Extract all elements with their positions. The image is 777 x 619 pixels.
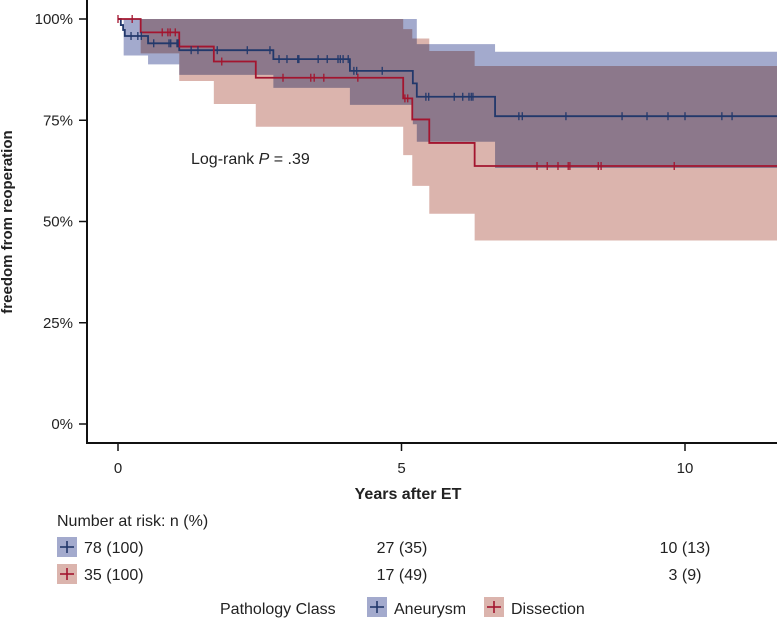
legend-label-dissection: Dissection — [511, 601, 585, 618]
risk-row-dissection: 35 (100) 17 (49) 3 (9) — [57, 564, 701, 584]
x-tick-label: 0 — [114, 460, 122, 477]
y-tick-label: 25% — [43, 315, 73, 332]
censor-marks — [117, 15, 733, 171]
legend: Pathology Class Aneurysm Dissection — [220, 597, 585, 618]
survival-curves — [118, 18, 777, 167]
risk-table-title: Number at risk: n (%) — [57, 513, 208, 530]
y-tick-label: 75% — [43, 112, 73, 129]
y-ticks: 0% 25% 50% 75% 100% — [35, 11, 87, 433]
x-tick-label: 10 — [677, 460, 694, 477]
y-tick-label: 100% — [35, 11, 73, 28]
risk-value: 17 (49) — [377, 567, 428, 584]
logrank-p: P — [259, 151, 270, 168]
logrank-prefix: Log-rank — [191, 151, 259, 168]
legend-title: Pathology Class — [220, 601, 336, 618]
dissection-survival-line — [118, 18, 777, 167]
x-axis-title: Years after ET — [355, 486, 462, 503]
risk-value: 35 (100) — [84, 567, 144, 584]
y-tick-label: 50% — [43, 214, 73, 231]
risk-row-aneurysm: 78 (100) 27 (35) 10 (13) — [57, 537, 710, 557]
logrank-annotation: Log-rank P = .39 — [191, 151, 310, 168]
x-tick-label: 5 — [397, 460, 405, 477]
logrank-value: = .39 — [269, 151, 310, 168]
y-axis-title: freedom from reoperation — [0, 130, 16, 313]
risk-value: 3 (9) — [669, 567, 702, 584]
x-ticks: 0 5 10 — [114, 444, 694, 477]
aneurysm-survival-line — [118, 18, 777, 118]
risk-value: 27 (35) — [377, 540, 428, 557]
risk-value: 78 (100) — [84, 540, 144, 557]
y-tick-label: 0% — [51, 416, 73, 433]
risk-value: 10 (13) — [660, 540, 711, 557]
legend-label-aneurysm: Aneurysm — [394, 601, 466, 618]
